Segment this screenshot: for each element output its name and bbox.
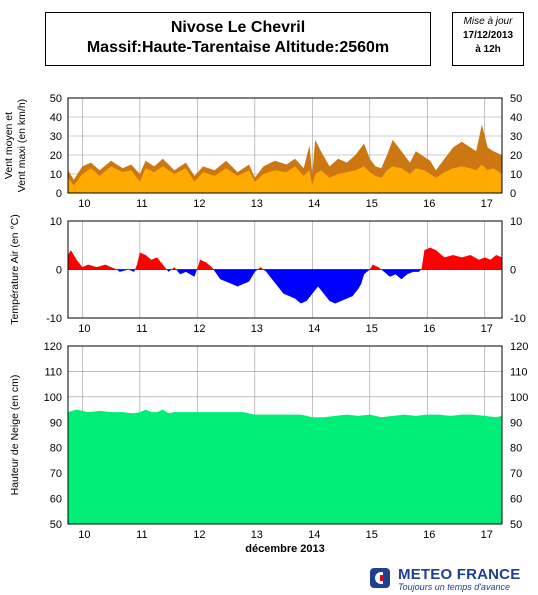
snow-ytick-left: 90 xyxy=(50,417,62,429)
temperature-xtick-label: 14 xyxy=(308,323,320,335)
temperature-negative-area xyxy=(68,269,502,304)
snow-ytick-left: 110 xyxy=(44,366,62,378)
temperature-xtick-label: 13 xyxy=(251,323,263,335)
meteo-france-logo: METEO FRANCE Toujours un temps d'avance xyxy=(370,566,535,592)
snow-ytick-left: 120 xyxy=(44,341,62,353)
snow-ytick-right: 80 xyxy=(510,443,522,455)
snow-ytick-left: 60 xyxy=(50,494,62,506)
wind-ytick-right: 0 xyxy=(510,188,516,200)
meteo-france-logo-icon xyxy=(370,568,390,588)
wind-xtick-label: 14 xyxy=(308,198,320,210)
logo-name: METEO FRANCE xyxy=(398,566,521,583)
snow-xtick-label: 12 xyxy=(193,529,205,541)
update-box: Mise à jour 17/12/2013 à 12h xyxy=(452,12,524,66)
wind-ytick-right: 20 xyxy=(510,150,522,162)
wind-frame xyxy=(67,97,503,194)
wind-ytick-left: 30 xyxy=(50,131,62,143)
snow-ylabel: Hauteur de Neige (en cm) xyxy=(9,375,21,496)
station-details: Massif:Haute-Tarentaise Altitude:2560m xyxy=(86,39,390,56)
temperature-ylabel: Température Air (en °C) xyxy=(9,214,21,324)
wind-ytick-left: 20 xyxy=(50,150,62,162)
snow-ytick-left: 70 xyxy=(50,468,62,480)
snow-ytick-left: 80 xyxy=(50,443,62,455)
snow-ytick-right: 70 xyxy=(510,468,522,480)
station-name: Nivose Le Chevril xyxy=(170,19,306,36)
temperature-xtick-label: 17 xyxy=(481,323,493,335)
snow-ytick-right: 90 xyxy=(510,417,522,429)
snow-ytick-right: 60 xyxy=(510,494,522,506)
snow-ytick-right: 50 xyxy=(510,519,522,531)
wind-ylabel: Vent maxi (en km/h) xyxy=(16,99,28,192)
update-label: Mise à jour xyxy=(463,16,513,27)
temperature-ytick-right: -10 xyxy=(510,313,526,325)
snow-xtick-label: 10 xyxy=(78,529,90,541)
snow-xtick-label: 15 xyxy=(366,529,378,541)
snow-ytick-right: 100 xyxy=(510,392,528,404)
station-title-box: Nivose Le Chevril Massif:Haute-Tarentais… xyxy=(45,12,431,66)
wind-ylabel: Vent moyen et xyxy=(3,112,15,179)
wind-xtick-label: 13 xyxy=(251,198,263,210)
wind-xtick-label: 11 xyxy=(136,198,147,210)
wind-ytick-left: 40 xyxy=(50,112,62,124)
snow-frame xyxy=(67,345,503,525)
temperature-xtick-label: 16 xyxy=(423,323,435,335)
wind-xtick-label: 15 xyxy=(366,198,378,210)
snow-ytick-left: 100 xyxy=(44,392,62,404)
temperature-positive-area xyxy=(68,247,502,270)
snow-ytick-left: 50 xyxy=(50,519,62,531)
wind-xtick-label: 17 xyxy=(481,198,493,210)
temperature-ytick-left: -10 xyxy=(46,313,62,325)
snow-xtick-label: 13 xyxy=(251,529,263,541)
snow-ytick-right: 120 xyxy=(510,341,528,353)
wind-xtick-label: 16 xyxy=(423,198,435,210)
temperature-ytick-left: 0 xyxy=(56,265,62,277)
temperature-frame xyxy=(67,220,503,319)
wind-ytick-right: 50 xyxy=(510,93,522,105)
temperature-ytick-left: 10 xyxy=(50,216,62,228)
wind-xtick-label: 12 xyxy=(193,198,205,210)
wind-ytick-right: 30 xyxy=(510,131,522,143)
snow-xtick-label: 16 xyxy=(423,529,435,541)
wind-panel xyxy=(67,97,503,194)
snow-panel xyxy=(67,345,503,525)
temperature-ytick-right: 0 xyxy=(510,265,516,277)
snow-xlabel: décembre 2013 xyxy=(245,543,325,555)
temperature-xtick-label: 12 xyxy=(193,323,205,335)
wind-ytick-left: 0 xyxy=(56,188,62,200)
snow-xtick-label: 11 xyxy=(136,529,147,541)
wind-xtick-label: 10 xyxy=(78,198,90,210)
temperature-xtick-label: 11 xyxy=(136,323,147,335)
update-date: 17/12/2013 xyxy=(462,30,514,41)
wind-ytick-left: 10 xyxy=(50,169,62,181)
temperature-ytick-right: 10 xyxy=(510,216,522,228)
wind-mean-area xyxy=(68,164,502,193)
wind-ytick-right: 40 xyxy=(510,112,522,124)
snow-xtick-label: 17 xyxy=(481,529,493,541)
temperature-panel xyxy=(67,220,503,319)
temperature-xtick-label: 10 xyxy=(78,323,90,335)
wind-ytick-right: 10 xyxy=(510,169,522,181)
snow-depth-area xyxy=(68,409,502,524)
snow-ytick-right: 110 xyxy=(510,366,528,378)
snow-xtick-label: 14 xyxy=(308,529,320,541)
wind-ytick-left: 50 xyxy=(50,93,62,105)
temperature-xtick-label: 15 xyxy=(366,323,378,335)
update-hour: à 12h xyxy=(475,44,501,55)
logo-tagline: Toujours un temps d'avance xyxy=(398,582,510,592)
